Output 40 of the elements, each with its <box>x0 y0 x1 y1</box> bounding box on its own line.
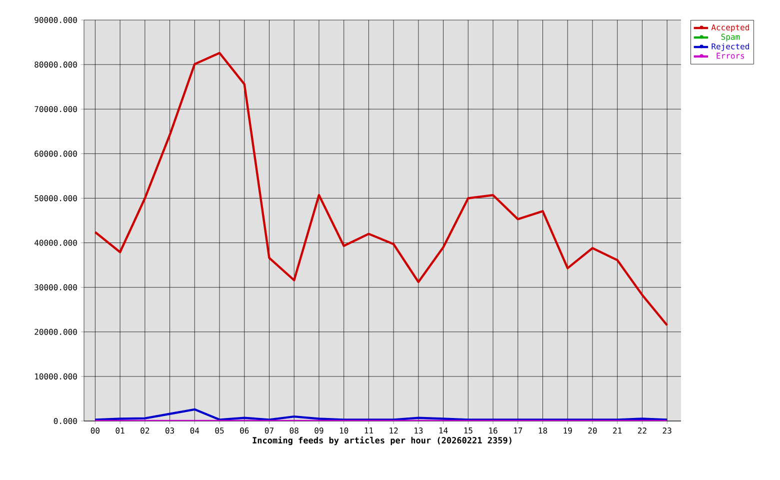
x-axis-title: Incoming feeds by articles per hour (20260221 2359) <box>252 436 512 446</box>
x-tick-label: 23 <box>662 428 672 434</box>
x-tick-label: 22 <box>638 428 646 434</box>
x-tick-label: 15 <box>464 428 472 434</box>
legend-label: Accepted <box>711 24 749 32</box>
x-tick-label: 12 <box>390 428 398 434</box>
x-tick-label: 03 <box>165 428 174 434</box>
x-tick-label: 02 <box>140 428 150 434</box>
y-tick-label: 0.000 <box>54 418 77 424</box>
x-tick-label: 16 <box>489 428 498 434</box>
y-tick-label: 20000.000 <box>34 328 77 335</box>
x-tick-label: 21 <box>613 428 622 434</box>
y-tick-label: 50000.000 <box>34 195 77 202</box>
x-tick-label: 04 <box>190 428 200 434</box>
y-tick-label: 60000.000 <box>34 150 77 157</box>
x-tick-label: 20 <box>588 428 597 434</box>
x-tick-label: 07 <box>264 428 274 434</box>
legend-label: Errors <box>716 52 744 59</box>
y-tick-label: 30000.000 <box>34 284 77 290</box>
y-tick-label: 40000.000 <box>34 240 77 246</box>
legend-label: Rejected <box>712 43 749 51</box>
legend-label: Spam <box>721 34 740 42</box>
x-tick-label: 11 <box>364 428 373 434</box>
x-tick-label: 18 <box>538 428 548 434</box>
x-tick-label: 05 <box>215 428 224 434</box>
x-tick-label: 13 <box>414 428 423 434</box>
y-tick-label: 70000.000 <box>34 106 77 112</box>
x-tick-label: 10 <box>340 428 348 434</box>
x-tick-label: 01 <box>116 428 124 434</box>
x-tick-label: 17 <box>514 428 522 434</box>
x-tick-label: 00 <box>90 428 100 434</box>
y-tick-label: 80000.000 <box>34 62 77 68</box>
y-tick-label: 90000.000 <box>34 16 77 24</box>
x-tick-label: 09 <box>314 428 324 434</box>
x-tick-label: 06 <box>240 428 249 434</box>
x-tick-label: 14 <box>439 428 448 434</box>
y-tick-label: 10000.000 <box>35 373 77 380</box>
line-series <box>94 52 668 326</box>
x-tick-label: 19 <box>564 428 572 434</box>
x-tick-label: 08 <box>290 428 298 434</box>
